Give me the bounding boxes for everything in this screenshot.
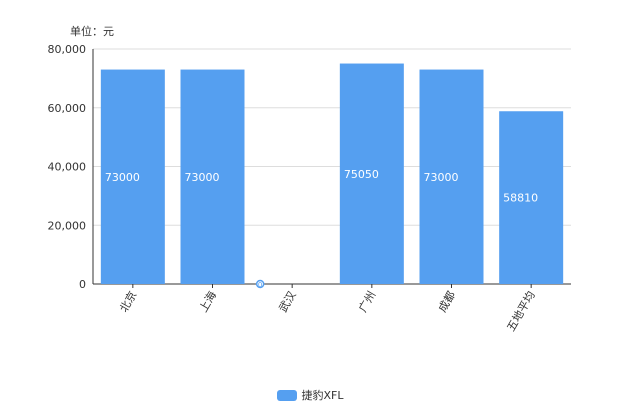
bar[interactable]: [100, 69, 165, 284]
data-label: 73000: [185, 171, 220, 184]
data-label: 73000: [424, 171, 459, 184]
bar[interactable]: [180, 69, 245, 284]
bar[interactable]: [339, 63, 404, 285]
legend-swatch: [276, 389, 297, 401]
bar[interactable]: [419, 69, 484, 284]
legend-item[interactable]: 捷豹XFL: [276, 387, 344, 403]
zero-point-marker[interactable]: [255, 279, 265, 289]
legend[interactable]: 捷豹XFL: [0, 387, 620, 404]
x-tick-label: 五地平均: [505, 289, 538, 334]
x-tick-label: 成都: [436, 289, 458, 315]
data-label: 75050: [344, 168, 379, 181]
x-tick-label: 广州: [356, 289, 378, 315]
unit-label: 单位：元: [70, 25, 114, 38]
y-tick-label: 40,000: [48, 161, 87, 174]
data-label: 73000: [105, 171, 140, 184]
data-label: 58810: [503, 192, 538, 205]
x-tick-label: 北京: [116, 289, 139, 315]
y-tick-label: 0: [79, 278, 86, 291]
y-tick-label: 20,000: [48, 219, 87, 232]
y-tick-label: 80,000: [48, 43, 87, 56]
data-label: 0: [258, 281, 262, 289]
bar[interactable]: [499, 111, 564, 284]
y-tick-label: 60,000: [48, 102, 87, 115]
x-tick-label: 武汉: [277, 289, 299, 315]
legend-label: 捷豹XFL: [301, 389, 344, 402]
x-tick-label: 上海: [196, 289, 219, 315]
